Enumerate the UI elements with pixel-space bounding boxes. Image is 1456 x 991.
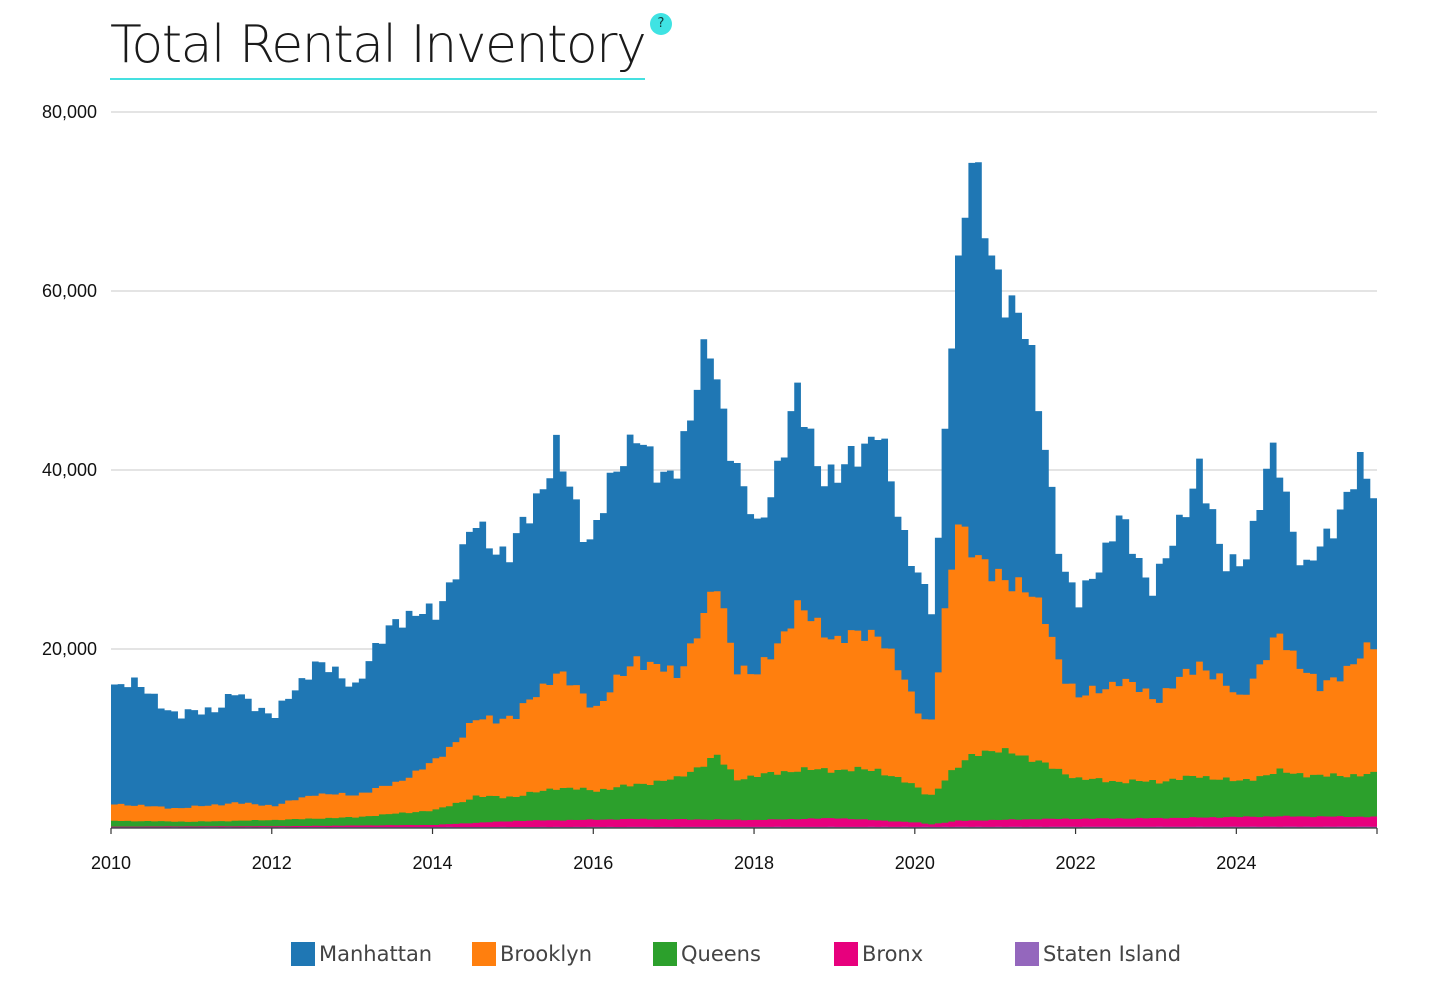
legend-item-staten-island[interactable]: Staten Island (1015, 942, 1181, 966)
help-icon[interactable]: ? (650, 13, 672, 35)
series-area-queens (111, 748, 1377, 828)
title-container: Total Rental Inventory (110, 14, 647, 80)
x-tick-label: 2018 (734, 853, 774, 873)
legend-label-manhattan: Manhattan (319, 942, 433, 966)
axes: 20,000 40,000 60,000 80,000 2010 2012 2014 2016… (42, 102, 1378, 873)
legend-item-bronx[interactable]: Bronx (834, 942, 923, 966)
x-tick-label: 2010 (91, 853, 131, 873)
x-tick-label: 2024 (1216, 853, 1256, 873)
legend-item-queens[interactable]: Queens (653, 942, 761, 966)
legend-label-brooklyn: Brooklyn (500, 942, 593, 966)
series-area-bronx (111, 815, 1377, 828)
legend-label-queens: Queens (681, 942, 761, 966)
x-tick-label: 2016 (573, 853, 613, 873)
series-area-brooklyn (111, 524, 1377, 828)
x-tick-label: 2022 (1056, 853, 1096, 873)
legend-swatch-bronx (834, 942, 858, 966)
y-tick-label: 60,000 (42, 281, 97, 301)
stacked-areas (111, 162, 1377, 829)
x-tick-label: 2012 (252, 853, 292, 873)
chart-area: 20,000 40,000 60,000 80,000 2010 2012 2014 2016… (42, 102, 1378, 873)
y-tick-label: 20,000 (42, 639, 97, 659)
chart-title: Total Rental Inventory (110, 14, 647, 80)
y-tick-label: 40,000 (42, 460, 97, 480)
legend-swatch-queens (653, 942, 677, 966)
y-tick-label: 80,000 (42, 102, 97, 122)
legend-item-brooklyn[interactable]: Brooklyn (472, 942, 592, 966)
legend-item-manhattan[interactable]: Manhattan (291, 942, 432, 966)
legend-label-staten-island: Staten Island (1043, 942, 1182, 966)
x-tick-label: 2014 (413, 853, 453, 873)
legend: Manhattan Brooklyn Queens Bronx Staten I… (0, 942, 1456, 972)
legend-swatch-staten-island (1015, 942, 1039, 966)
legend-swatch-brooklyn (472, 942, 496, 966)
legend-swatch-manhattan (291, 942, 315, 966)
x-tick-label: 2020 (895, 853, 935, 873)
legend-label-bronx: Bronx (862, 942, 924, 966)
